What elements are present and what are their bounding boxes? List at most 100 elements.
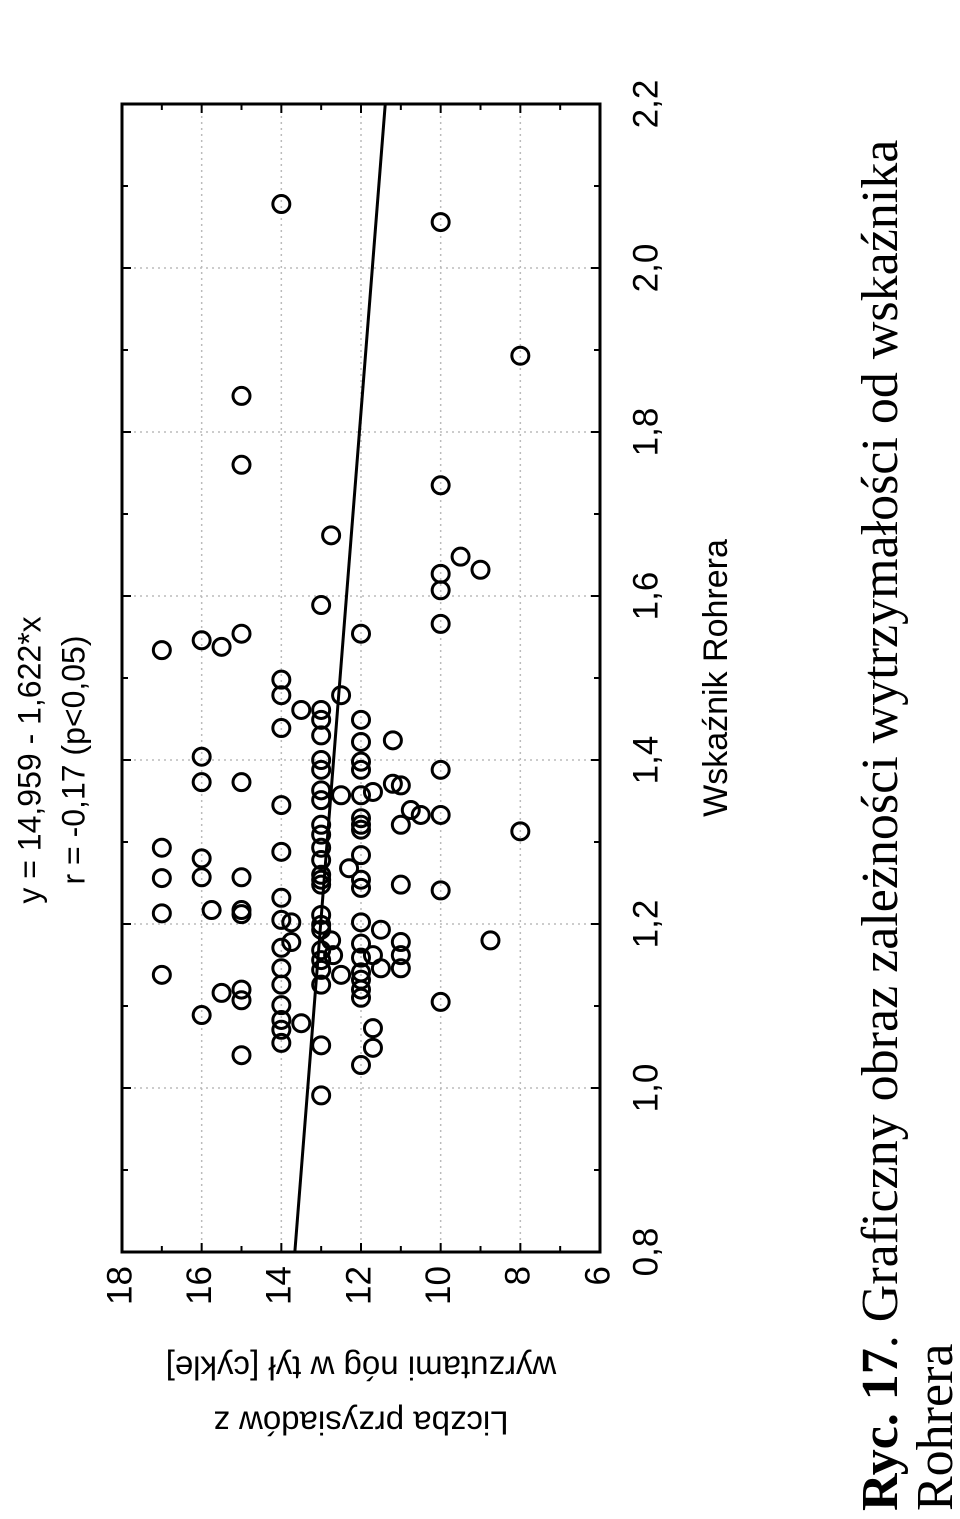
y-tick-label: 6 (578, 1266, 617, 1285)
point (271, 937, 292, 958)
point (191, 1005, 212, 1026)
point (382, 730, 403, 751)
point (370, 919, 391, 940)
point (510, 821, 531, 842)
y-tick-label: 16 (180, 1266, 219, 1305)
y-tick-label: 8 (499, 1266, 538, 1285)
point (321, 525, 342, 546)
point (231, 454, 252, 475)
point (430, 475, 451, 496)
point (351, 808, 371, 829)
point (311, 824, 332, 845)
point (430, 804, 451, 825)
point (231, 772, 252, 793)
rotated-frame: y = 14,959 - 1,622*x r = -0,17 (p<0,05) … (11, 80, 960, 1511)
point (410, 804, 431, 825)
point (362, 1037, 383, 1058)
point (430, 759, 451, 780)
point (151, 903, 172, 924)
x-tick-label: 2,0 (626, 244, 665, 293)
point (231, 867, 252, 888)
point (151, 837, 172, 858)
point (291, 699, 312, 720)
y-axis-label: Liczba przysiadów z wyrzutami nóg w tył … (166, 1349, 558, 1441)
point (390, 874, 411, 895)
point (291, 1013, 312, 1034)
point (311, 950, 332, 971)
point (351, 933, 371, 954)
x-axis-label: Wskaźnik Rohrera (697, 539, 735, 817)
point (311, 1085, 332, 1106)
point (201, 900, 222, 921)
chart-subtitle: r = -0,17 (p<0,05) (55, 635, 91, 884)
point (151, 964, 172, 985)
point (191, 630, 212, 651)
y-axis-label-line: Liczba przysiadów z (213, 1404, 508, 1441)
caption-text: . Graficzny obraz zależności wytrzymałoś… (852, 140, 909, 1349)
point (351, 731, 371, 752)
point (271, 909, 292, 930)
point (331, 685, 352, 706)
point (281, 932, 302, 953)
point (339, 858, 360, 879)
chart-title: y = 14,959 - 1,622*x (11, 616, 47, 903)
point (362, 781, 383, 802)
point (351, 1055, 371, 1076)
x-tick-label: 1,0 (626, 1064, 665, 1113)
caption: Ryc. 17. Graficzny obraz zależności wytr… (852, 140, 909, 1511)
point (271, 795, 292, 816)
point (151, 868, 172, 889)
plot-frame (120, 102, 602, 1254)
point (390, 814, 411, 835)
point (351, 623, 371, 644)
y-tick-label: 14 (260, 1266, 299, 1305)
point (311, 874, 332, 895)
point (231, 979, 252, 1000)
point (430, 580, 451, 601)
point (311, 837, 332, 858)
point (271, 1009, 292, 1030)
point (390, 775, 411, 796)
point (271, 841, 292, 862)
point (271, 887, 292, 908)
point (311, 850, 332, 871)
point (281, 912, 302, 933)
point (231, 1045, 252, 1066)
point (151, 640, 172, 661)
trend-line (293, 103, 387, 1253)
point (321, 930, 342, 951)
point (211, 982, 232, 1003)
point (510, 345, 531, 366)
caption-text: Rohrera (907, 1344, 960, 1511)
point (351, 987, 371, 1008)
point (351, 877, 371, 898)
point (231, 990, 252, 1011)
caption-label: Ryc. 17 (852, 1348, 909, 1511)
point (430, 212, 451, 233)
point (351, 785, 371, 806)
y-tick-label: 12 (339, 1266, 378, 1305)
point (430, 880, 451, 901)
point (231, 623, 252, 644)
point (311, 974, 332, 995)
point (430, 613, 451, 634)
point (271, 718, 292, 739)
point (271, 685, 292, 706)
point (351, 759, 371, 780)
point (311, 759, 332, 780)
point (271, 1032, 292, 1053)
x-tick-label: 0,8 (626, 1228, 665, 1277)
point (271, 995, 292, 1016)
point (351, 912, 371, 933)
point (211, 636, 232, 657)
x-tick-label: 1,4 (626, 736, 665, 785)
point (191, 848, 212, 869)
x-tick-label: 1,2 (626, 900, 665, 949)
y-tick-label: 18 (100, 1266, 139, 1305)
point (450, 546, 471, 567)
point (390, 932, 411, 953)
point (430, 991, 451, 1012)
point (390, 958, 411, 979)
x-tick-label: 1,8 (626, 408, 665, 457)
